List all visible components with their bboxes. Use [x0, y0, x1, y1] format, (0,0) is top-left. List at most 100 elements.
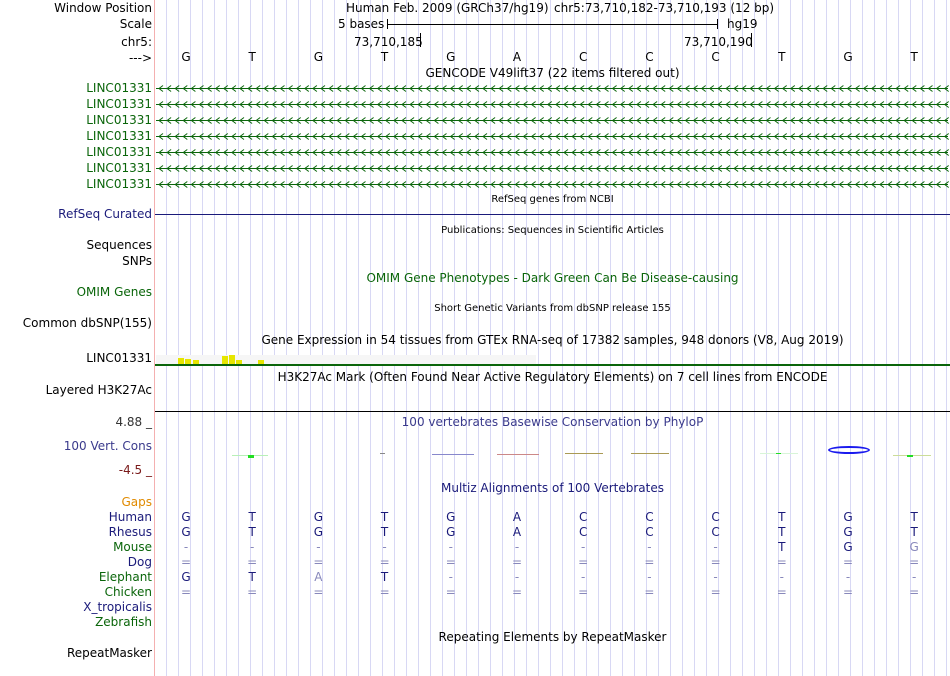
gtex-bar[interactable]: [229, 355, 235, 364]
gene-strand-arrows[interactable]: [156, 180, 950, 189]
refseq-title[interactable]: RefSeq genes from NCBI: [491, 194, 614, 205]
position-text: chr5:73,710,182-73,710,193 (12 bp): [554, 1, 775, 15]
alignment-base: -: [382, 540, 387, 554]
gene-strand-arrows[interactable]: [156, 148, 950, 157]
pubs-title[interactable]: Publications: Sequences in Scientific Ar…: [441, 225, 664, 236]
alignment-base: -: [448, 570, 453, 584]
alignment-base: T: [248, 525, 256, 539]
alignment-base: C: [578, 525, 588, 539]
chr-label: chr5:: [121, 35, 152, 49]
alignment-base: -: [713, 570, 718, 584]
gencode-gene-label[interactable]: LINC01331: [86, 113, 152, 127]
gene-strand-arrows[interactable]: [156, 116, 950, 125]
refseq-label[interactable]: RefSeq Curated: [58, 207, 152, 221]
species-label[interactable]: Dog: [127, 555, 152, 569]
species-label[interactable]: Rhesus: [108, 525, 152, 539]
base-letter: G: [446, 50, 456, 64]
h3k27ac-label[interactable]: Layered H3K27Ac: [45, 383, 152, 397]
gene-strand-arrows[interactable]: [156, 84, 950, 93]
gaps-label[interactable]: Gaps: [121, 495, 152, 509]
alignment-base: T: [248, 510, 256, 524]
gencode-gene-label[interactable]: LINC01331: [86, 145, 152, 159]
alignment-base: =: [445, 585, 456, 599]
species-label[interactable]: X_tropicalis: [83, 600, 152, 614]
gencode-gene-label[interactable]: LINC01331: [86, 129, 152, 143]
h3k27ac-title[interactable]: H3K27Ac Mark (Often Found Near Active Re…: [277, 370, 828, 384]
sequences-label[interactable]: Sequences: [86, 238, 152, 252]
gencode-gene-label[interactable]: LINC01331: [86, 81, 152, 95]
omim-label[interactable]: OMIM Genes: [76, 285, 152, 299]
alignment-base: T: [248, 570, 256, 584]
alignment-base: T: [910, 510, 918, 524]
omim-title[interactable]: OMIM Gene Phenotypes - Dark Green Can Be…: [366, 271, 739, 285]
gencode-gene-label[interactable]: LINC01331: [86, 161, 152, 175]
window-position-label: Window Position: [54, 1, 152, 15]
gtex-bar[interactable]: [177, 357, 184, 364]
alignment-base: T: [380, 510, 389, 524]
gtex-bar[interactable]: [258, 360, 265, 364]
alignment-base: =: [909, 585, 920, 599]
alignment-base: =: [644, 585, 655, 599]
snp-title[interactable]: Short Genetic Variants from dbSNP releas…: [434, 303, 671, 314]
alignment-base: =: [445, 555, 456, 569]
gencode-gene-label[interactable]: LINC01331: [86, 177, 152, 191]
gtex-bars[interactable]: [156, 355, 536, 364]
alignment-base: C: [645, 525, 654, 539]
g-logo-icon: [828, 446, 870, 454]
gencode-title[interactable]: GENCODE V49lift37 (22 items filtered out…: [425, 66, 680, 80]
alignment-base: =: [644, 555, 655, 569]
alignment-base: -: [514, 540, 520, 554]
species-label[interactable]: Chicken: [104, 585, 152, 599]
alignment-base: G: [446, 510, 456, 524]
cons-label[interactable]: 100 Vert. Cons: [63, 439, 152, 453]
refseq-gene-line[interactable]: [155, 214, 950, 215]
alignment-base: T: [910, 525, 918, 539]
snps-label[interactable]: SNPs: [122, 254, 152, 268]
coord-left: 73,710,185: [354, 35, 423, 49]
species-label[interactable]: Elephant: [98, 570, 152, 584]
alignment-base: =: [180, 555, 192, 569]
base-letter: G: [313, 50, 324, 64]
dbsnp-label[interactable]: Common dbSNP(155): [22, 316, 152, 330]
cons-max-label: 4.88 _: [115, 415, 152, 429]
rmsk-title[interactable]: Repeating Elements by RepeatMasker: [438, 630, 667, 644]
alignment-base: =: [247, 555, 258, 569]
alignment-base: -: [779, 570, 784, 584]
gene-strand-arrows[interactable]: [156, 132, 950, 141]
species-label[interactable]: Human: [108, 510, 152, 524]
gtex-bar[interactable]: [192, 360, 199, 364]
alignment-base: -: [647, 540, 652, 554]
alignment-base: -: [912, 570, 917, 584]
species-label[interactable]: Zebrafish: [95, 615, 152, 629]
alignment-base: G: [181, 570, 191, 584]
multiz-title[interactable]: Multiz Alignments of 100 Vertebrates: [440, 481, 665, 495]
h3k27ac-baseline: [155, 411, 950, 412]
gencode-gene-label[interactable]: LINC01331: [86, 97, 152, 111]
gtex-bar[interactable]: [185, 358, 192, 364]
alignment-base: -: [448, 540, 453, 554]
alignment-base: G: [181, 510, 191, 524]
gtex-label[interactable]: LINC01331: [86, 351, 152, 365]
gtex-bar[interactable]: [236, 360, 243, 364]
alignment-base: =: [710, 585, 721, 599]
base-letter: C: [645, 50, 654, 64]
alignment-base: C: [645, 510, 654, 524]
gtex-title[interactable]: Gene Expression in 54 tissues from GTEx …: [261, 333, 844, 347]
alignment-base: G: [843, 525, 853, 539]
gene-strand-arrows[interactable]: [156, 100, 950, 109]
gene-strand-arrows[interactable]: [156, 164, 950, 173]
alignment-base: -: [581, 540, 586, 554]
species-label[interactable]: Mouse: [113, 540, 152, 554]
alignment-base: =: [776, 585, 787, 599]
alignment-base: =: [313, 585, 324, 599]
alignment-base: -: [845, 570, 851, 584]
assembly-text: Human Feb. 2009 (GRCh37/hg19): [346, 1, 549, 15]
base-letter: T: [910, 50, 918, 64]
base-letter: A: [512, 50, 522, 64]
alignment-base: =: [379, 585, 390, 599]
alignment-base: G: [909, 540, 919, 554]
gtex-bar[interactable]: [221, 355, 228, 364]
repeatmasker-label[interactable]: RepeatMasker: [66, 646, 152, 660]
phylop-title[interactable]: 100 vertebrates Basewise Conservation by…: [401, 415, 704, 429]
alignment-base: -: [647, 570, 652, 584]
